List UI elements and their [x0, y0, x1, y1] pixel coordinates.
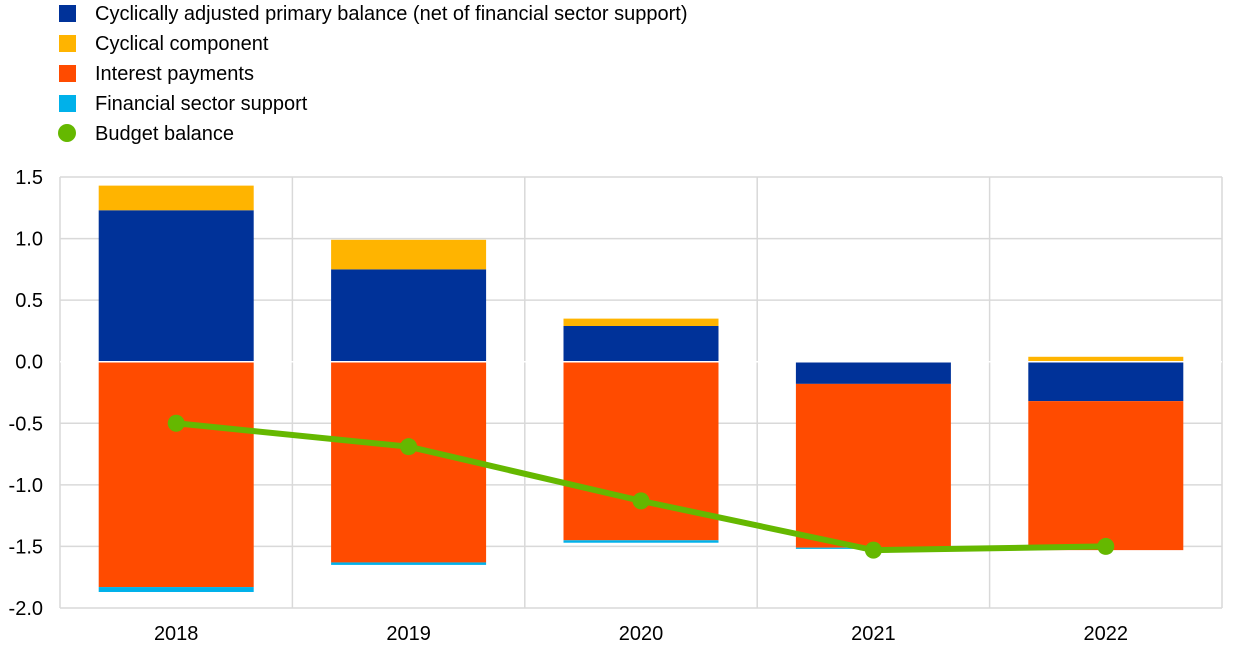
x-tick-label: 2020: [619, 623, 664, 645]
y-tick-label: -1.0: [9, 475, 43, 497]
bar-2019-series-1: [331, 239, 487, 270]
line-point-2018: [167, 414, 185, 432]
bar-2018-series-3: [98, 587, 254, 592]
bar-2019-series-2: [331, 361, 487, 563]
legend-marker-4: [58, 124, 76, 142]
legend-label-2: Interest payments: [95, 63, 254, 85]
line-point-2022: [1097, 537, 1115, 555]
bar-2021-series-0: [795, 361, 951, 384]
y-tick-label: 0.0: [15, 352, 43, 374]
y-tick-label: -2.0: [9, 598, 43, 620]
budget-balance-line: [167, 414, 1115, 559]
bar-2022-series-1: [1028, 356, 1184, 362]
bars: [98, 185, 1184, 592]
legend-label-4: Budget balance: [95, 123, 234, 145]
x-tick-label: 2022: [1084, 623, 1129, 645]
y-tick-label: -0.5: [9, 413, 43, 435]
bar-2019-series-0: [331, 269, 487, 362]
legend-label-3: Financial sector support: [95, 93, 308, 115]
bar-2019-series-3: [331, 562, 487, 565]
bar-2020-series-0: [563, 326, 719, 362]
legend-label-1: Cyclical component: [95, 33, 269, 55]
bar-2018-series-1: [98, 185, 254, 211]
legend-swatch-3: [59, 95, 76, 112]
legend-swatch-0: [59, 5, 76, 22]
y-tick-label: -1.5: [9, 536, 43, 558]
x-axis: 2018 2019 2020 2021 2022: [154, 623, 1128, 645]
legend-swatch-2: [59, 65, 76, 82]
legend-label-0: Cyclically adjusted primary balance (net…: [95, 3, 688, 25]
bar-2018-series-0: [98, 210, 254, 362]
legend: Cyclically adjusted primary balance (net…: [58, 3, 688, 145]
y-tick-label: 1.0: [15, 229, 43, 251]
y-tick-label: 0.5: [15, 290, 43, 312]
bar-2022-series-0: [1028, 361, 1184, 402]
x-tick-label: 2021: [851, 623, 896, 645]
x-tick-label: 2019: [386, 623, 431, 645]
x-tick-label: 2018: [154, 623, 199, 645]
bar-2020-series-3: [563, 540, 719, 543]
legend-swatch-1: [59, 35, 76, 52]
bar-2020-series-1: [563, 318, 719, 327]
line-point-2019: [400, 438, 418, 456]
bar-2021-series-2: [795, 383, 951, 548]
line-point-2020: [632, 492, 650, 510]
bar-2018-series-2: [98, 361, 254, 588]
line-point-2021: [864, 541, 882, 559]
bar-2022-series-2: [1028, 401, 1184, 551]
y-axis: 1.5 1.0 0.5 0.0 -0.5 -1.0 -1.5 -2.0: [9, 167, 43, 620]
y-tick-label: 1.5: [15, 167, 43, 189]
